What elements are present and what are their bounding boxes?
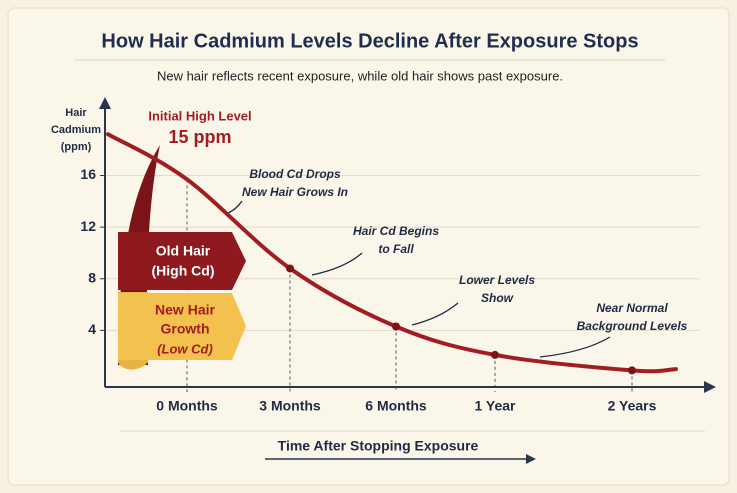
x-tick-label: 1 Year [474, 398, 516, 414]
annotation: Hair Cd Begins [353, 224, 439, 238]
y-tick-label: 12 [80, 218, 96, 234]
y-tick-label: 8 [88, 269, 96, 285]
point [392, 323, 400, 331]
y-axis-label: Hair [65, 107, 87, 119]
x-axis-label: Time After Stopping Exposure [278, 438, 479, 454]
y-tick-label: 16 [80, 166, 96, 182]
old-hair-band [118, 232, 246, 290]
new-hair-label: New Hair [155, 302, 215, 318]
new-hair-label: (Low Cd) [157, 341, 213, 356]
y-axis-label: Cadmium [51, 124, 101, 136]
annotation: New Hair Grows In [242, 185, 348, 199]
old-hair-label: Old Hair [156, 243, 211, 259]
annotation: Blood Cd Drops [249, 167, 341, 181]
x-tick-label: 3 Months [259, 398, 321, 414]
x-tick-label: 2 Years [608, 398, 657, 414]
point [491, 351, 499, 359]
annotation: 15 ppm [168, 127, 231, 147]
y-tick-label: 4 [88, 321, 96, 337]
annotation: Show [481, 291, 514, 305]
annotation: Initial High Level [148, 108, 251, 123]
y-axis-label: (ppm) [61, 141, 92, 153]
old-hair-label: (High Cd) [152, 263, 215, 279]
chart-subtitle: New hair reflects recent exposure, while… [157, 68, 563, 83]
x-tick-label: 6 Months [365, 398, 427, 414]
annotation: Background Levels [577, 319, 688, 333]
chart: How Hair Cadmium Levels Decline After Ex… [0, 0, 737, 493]
point [286, 264, 294, 272]
x-tick-label: 0 Months [156, 398, 218, 414]
annotation: Near Normal [596, 301, 668, 315]
point [628, 366, 636, 374]
chart-title: How Hair Cadmium Levels Decline After Ex… [101, 30, 638, 52]
annotation: Lower Levels [459, 273, 535, 287]
new-hair-label: Growth [161, 321, 210, 337]
annotation: to Fall [378, 242, 414, 256]
